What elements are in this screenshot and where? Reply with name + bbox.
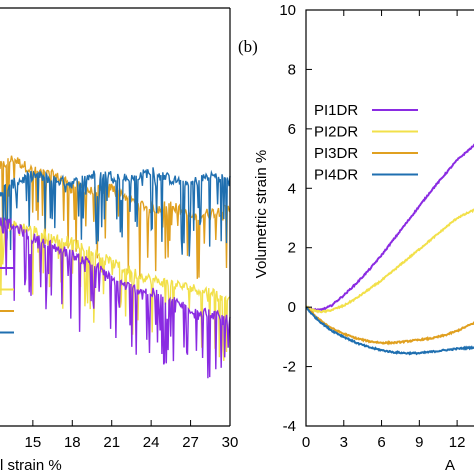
left-x-tick-label: 15 <box>25 434 42 451</box>
left-series-line <box>0 217 231 379</box>
right-y-axis-label: Volumetric strain % <box>253 150 270 278</box>
left-x-tick-label: 18 <box>64 434 81 451</box>
right-series-line <box>305 143 474 312</box>
right-y-tick-label: -2 <box>283 359 296 376</box>
left-x-tick-label: 24 <box>143 434 160 451</box>
right-legend: PI1DR PI2DR PI3DR PI4DR <box>314 102 418 184</box>
right-series-line <box>305 306 474 346</box>
left-x-tick-label: 21 <box>103 434 120 451</box>
left-x-ticks: 15 18 21 24 27 30 <box>25 420 239 451</box>
legend-label-pi1dr: PI1DR <box>314 102 358 119</box>
legend-label-pi4dr: PI4DR <box>314 167 358 184</box>
right-y-tick-label: 6 <box>288 121 296 138</box>
right-series-line <box>305 306 474 356</box>
left-x-axis-label: l strain % <box>0 457 62 474</box>
right-x-ticks: 0 3 6 9 12 <box>302 10 466 451</box>
left-x-tick-label: 30 <box>222 434 239 451</box>
right-y-tick-label: 0 <box>288 299 296 316</box>
legend-label-pi3dr: PI3DR <box>314 145 358 162</box>
left-axes-frame <box>0 7 231 427</box>
left-series-layer <box>0 155 231 379</box>
right-y-tick-label: -4 <box>283 418 296 435</box>
right-x-tick-label: 9 <box>415 434 423 451</box>
right-x-axis-label: A <box>445 457 455 474</box>
left-legend-samples <box>0 267 14 334</box>
right-y-tick-label: 4 <box>288 180 296 197</box>
right-x-tick-label: 3 <box>340 434 348 451</box>
left-x-tick-label: 27 <box>182 434 199 451</box>
right-y-tick-label: 8 <box>288 61 296 78</box>
right-series-layer <box>305 143 474 356</box>
right-axes-frame <box>305 9 474 427</box>
right-x-tick-label: 12 <box>449 434 466 451</box>
right-y-tick-label: 10 <box>279 2 296 19</box>
panel-label-b: (b) <box>238 37 258 56</box>
right-series-line <box>305 208 474 314</box>
left-series-line <box>0 167 231 257</box>
right-plot-frame <box>305 9 474 427</box>
left-series-line <box>0 155 231 279</box>
right-x-tick-label: 6 <box>377 434 385 451</box>
legend-label-pi2dr: PI2DR <box>314 124 358 141</box>
right-y-tick-label: 2 <box>288 240 296 257</box>
right-x-tick-label: 0 <box>302 434 310 451</box>
left-chart-panel: 15 18 21 24 27 30 l strain % <box>0 7 239 474</box>
right-y-ticks: -4 -2 0 2 4 6 8 10 <box>279 2 312 435</box>
